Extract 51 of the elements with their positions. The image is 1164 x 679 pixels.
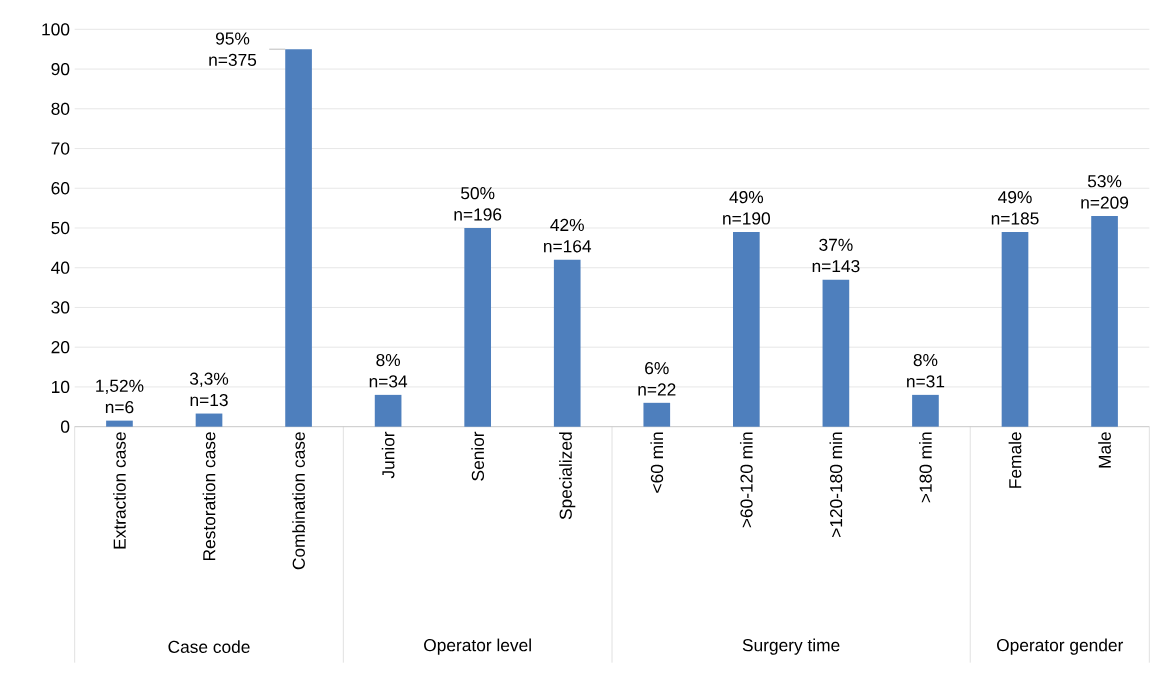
bar xyxy=(374,395,402,427)
y-tick-label: 0 xyxy=(60,420,70,433)
data-label: 50% n=196 xyxy=(454,187,502,221)
y-tick-label: 50 xyxy=(51,222,70,235)
data-label: 42% n=164 xyxy=(544,218,592,253)
x-tick-label: Extraction case xyxy=(113,432,126,549)
x-tick-label: <60 min xyxy=(650,432,664,493)
text: Surgery time xyxy=(742,638,840,655)
bar xyxy=(285,49,312,427)
y-tick-label: 70 xyxy=(51,142,70,155)
y-tick-label: 20 xyxy=(51,341,70,354)
x-tick-label: >180 min xyxy=(919,432,932,503)
y-tick-label: 40 xyxy=(51,261,70,275)
data-label: 37% n=143 xyxy=(812,238,860,273)
data-label: 95% n=375 xyxy=(209,32,257,67)
bar xyxy=(195,413,223,427)
bar xyxy=(822,279,850,427)
x-tick-label: Male xyxy=(1098,432,1111,468)
y-tick-label: 90 xyxy=(51,63,70,76)
data-label: 49% n=185 xyxy=(991,191,1039,225)
data-label: 8% n=34 xyxy=(369,354,408,388)
y-tick-label: 10 xyxy=(52,380,70,394)
bar xyxy=(464,228,492,427)
bar xyxy=(106,420,133,427)
data-label: 3,3% n=13 xyxy=(189,372,229,407)
bar xyxy=(1091,216,1118,427)
data-label: 53% n=209 xyxy=(1081,175,1129,209)
y-tick-label: 100 xyxy=(42,23,70,36)
x-tick-label: Specialized xyxy=(559,432,576,520)
x-tick-label: Restoration case xyxy=(202,432,216,561)
text: Operator gender xyxy=(997,638,1124,655)
bar xyxy=(733,232,760,427)
data-label: 6% n=22 xyxy=(638,362,676,396)
y-tick-label: 80 xyxy=(51,102,70,116)
bar xyxy=(912,395,939,427)
data-label: 49% n=190 xyxy=(723,191,770,225)
bar xyxy=(553,259,581,427)
y-tick-label: 60 xyxy=(51,182,70,195)
x-tick-label: Senior xyxy=(471,431,485,481)
x-tick-label: >120-180 min xyxy=(829,432,843,538)
bar xyxy=(643,402,671,427)
text: Operator level xyxy=(424,638,531,655)
text: Case code xyxy=(168,640,250,654)
x-tick-label: >60-120 min xyxy=(739,432,753,528)
data-label: 8% n=31 xyxy=(907,354,945,388)
data-label: 1,52% n=6 xyxy=(96,379,144,414)
x-tick-label: Junior xyxy=(381,431,395,479)
y-tick-label: 30 xyxy=(51,301,70,314)
x-tick-label: Combination case xyxy=(292,432,305,570)
x-tick-label: Female xyxy=(1008,432,1022,488)
bar xyxy=(1001,232,1029,427)
